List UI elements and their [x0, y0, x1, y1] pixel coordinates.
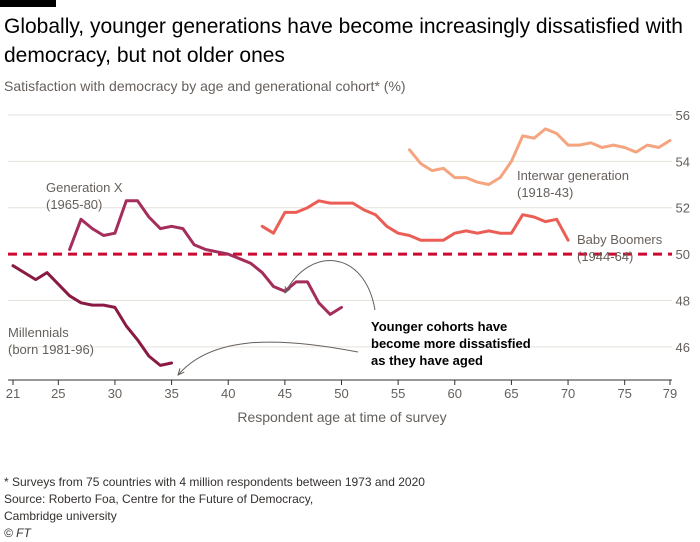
ft-top-rule — [0, 0, 56, 7]
series-label: Generation X (1965-80) — [46, 180, 123, 212]
y-tick-label: 48 — [676, 293, 690, 308]
x-tick-label: 25 — [51, 386, 65, 401]
x-tick-label: 21 — [6, 386, 20, 401]
series-label: Interwar generation (1918-43) — [517, 168, 629, 200]
footnote: * Surveys from 75 countries with 4 milli… — [4, 475, 425, 489]
series-label: Millennials (born 1981-96) — [8, 325, 94, 357]
x-tick-label: 50 — [334, 386, 348, 401]
annotation-arrows — [178, 260, 376, 375]
series-line — [260, 199, 570, 242]
chart-subtitle: Satisfaction with democracy by age and g… — [4, 78, 406, 94]
x-tick-label: 35 — [164, 386, 178, 401]
series-line — [408, 127, 672, 186]
series-lines — [11, 127, 672, 367]
series-line — [11, 264, 174, 367]
x-tick-label: 45 — [278, 386, 292, 401]
chart-footer: * Surveys from 75 countries with 4 milli… — [4, 474, 425, 542]
x-tick-label: 55 — [391, 386, 405, 401]
series-label: Baby Boomers (1944-64) — [577, 232, 663, 264]
x-tick-label: 65 — [504, 386, 518, 401]
y-tick-label: 56 — [676, 108, 690, 123]
y-tick-label: 46 — [676, 340, 690, 355]
annotation-arrow — [285, 260, 376, 311]
gridlines — [8, 114, 672, 348]
x-tick-label: 79 — [663, 386, 677, 401]
source-line: Source: Roberto Foa, Centre for the Futu… — [4, 492, 314, 506]
x-tick-label: 40 — [221, 386, 235, 401]
source-line-2: Cambridge university — [4, 509, 117, 523]
x-tick-label: 60 — [448, 386, 462, 401]
x-tick-label: 70 — [561, 386, 575, 401]
annotation-arrow — [178, 341, 359, 375]
x-tick-label: 30 — [108, 386, 122, 401]
x-axis-label: Respondent age at time of survey — [237, 409, 447, 425]
chart-title: Globally, younger generations have becom… — [4, 15, 683, 67]
series-labels: Millennials (born 1981-96) Generation X (19… — [8, 168, 663, 368]
ft-credit: © FT — [4, 526, 31, 540]
series-line — [68, 199, 343, 316]
x-tick-label: 75 — [617, 386, 631, 401]
axis-ticks: 46 48 50 52 54 56 21 25 30 35 40 45 50 55 60 65 70 75 79 — [6, 108, 690, 401]
annotation-text: Younger cohorts have become more dissatis… — [371, 319, 531, 368]
y-tick-label: 54 — [676, 154, 690, 169]
y-tick-label: 50 — [676, 247, 690, 262]
y-tick-label: 52 — [676, 201, 690, 216]
